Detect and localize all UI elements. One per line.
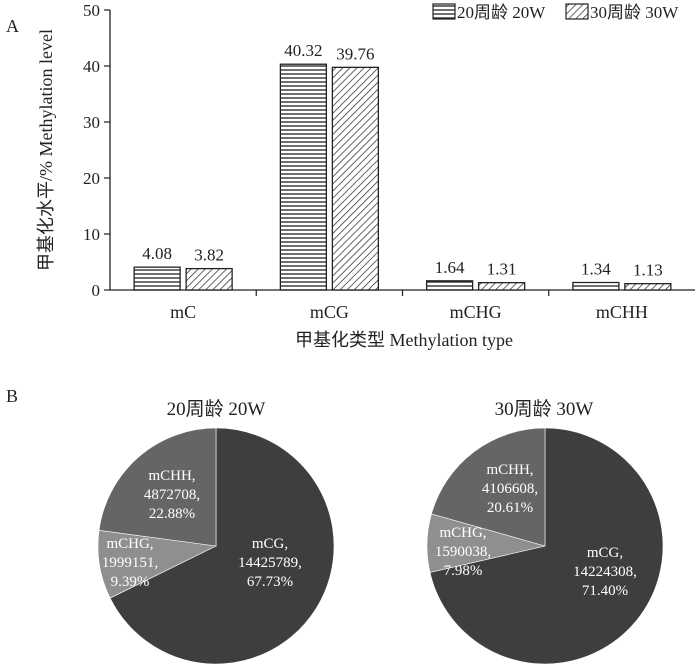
- bar: [624, 283, 672, 291]
- pie-title-30w: 30周龄 30W: [495, 398, 594, 420]
- pie-label-name: mCG,: [252, 536, 288, 552]
- pie-label-count: 4872708,: [144, 487, 200, 503]
- category-label: mCHG: [450, 302, 502, 322]
- bar-value-labels: 4.08 3.82 40.32 39.76 1.64 1.31 1.34 1.13: [142, 41, 663, 279]
- pie-label-count: 14224308,: [573, 564, 637, 580]
- y-tick-label: 30: [83, 113, 100, 132]
- pie-slice-mcg: [429, 427, 664, 665]
- bar-value-label: 4.08: [142, 244, 172, 263]
- category-labels: mC mCG mCHG mCHH: [170, 302, 648, 322]
- pie-slice-mchh: [431, 427, 546, 547]
- legend-swatch-20w: [432, 3, 456, 20]
- pie-slices-20w: [97, 427, 335, 665]
- pie-label-percent: 7.98%: [444, 563, 483, 579]
- bar: [572, 281, 620, 291]
- pie-label-mchh: mCHH, 4872708, 22.88%: [144, 468, 200, 522]
- bar-value-label: 1.64: [435, 258, 465, 277]
- pie-label-name: mCG,: [587, 545, 623, 561]
- pie-label-mchh: mCHH, 4106608, 20.61%: [482, 462, 538, 516]
- pie-label-percent: 9.39%: [111, 574, 150, 590]
- y-tick-label: 20: [83, 169, 100, 188]
- bar-marks: [133, 63, 672, 291]
- category-label: mCHH: [596, 302, 648, 322]
- pie-label-percent: 71.40%: [582, 583, 628, 599]
- bar: [477, 282, 526, 291]
- pie-labels-30w: mCG, 14224308, 71.40%mCHG, 1590038, 7.98%mCH…: [435, 462, 637, 599]
- y-tick-label: 10: [83, 225, 100, 244]
- pie-chart-20w: 20周龄 20W mCG, 14425789, 67.73% mCHG, 1999151…: [97, 398, 335, 665]
- pie-slices-30w: [426, 427, 664, 665]
- pie-label-name: mCHH,: [486, 462, 533, 478]
- legend-label-30w: 30周龄 30W: [590, 3, 679, 22]
- pie-label-percent: 20.61%: [487, 500, 533, 516]
- pie-label-name: mCHG,: [106, 536, 153, 552]
- x-axis-label: 甲基化类型 Methylation type: [295, 330, 513, 350]
- y-tick-labels: 0 10 20 30 40 50: [83, 1, 100, 300]
- bar: [185, 267, 233, 291]
- y-tick-label: 40: [83, 57, 100, 76]
- pie-label-mchg: mCHG, 1999151, 9.39%: [102, 536, 158, 590]
- bar-value-label: 40.32: [284, 41, 322, 60]
- pie-label-mcg: mCG, 14425789, 67.73%: [238, 536, 302, 590]
- y-axis-label: 甲基化水平/% Methylation level: [36, 29, 56, 271]
- pie-label-mchg: mCHG, 1590038, 7.98%: [435, 525, 491, 579]
- pie-label-percent: 67.73%: [247, 574, 293, 590]
- pie-label-count: 14425789,: [238, 555, 302, 571]
- bar-value-label: 1.13: [633, 261, 663, 280]
- bar: [279, 63, 328, 291]
- bar-chart: 0 10 20 30 40 50 4.08 3.82 40.32 39.76 1.64 1.31 1.…: [36, 1, 695, 350]
- pie-title-20w: 20周龄 20W: [167, 398, 266, 420]
- pie-label-count: 1999151,: [102, 555, 158, 571]
- y-tick-label: 50: [83, 1, 100, 20]
- bar-value-label: 3.82: [194, 246, 224, 265]
- legend-label-20w: 20周龄 20W: [457, 3, 546, 22]
- pie-label-count: 1590038,: [435, 544, 491, 560]
- bar: [331, 66, 380, 291]
- category-label: mC: [170, 302, 196, 322]
- pie-label-name: mCHG,: [439, 525, 486, 541]
- pie-slice-mchh: [98, 427, 217, 547]
- pie-chart-30w: 30周龄 30W mCG, 14224308, 71.40% mCHG, 1590038…: [426, 398, 664, 665]
- bar: [133, 266, 181, 291]
- y-tick-label: 0: [92, 281, 101, 300]
- panel-a-label: A: [6, 16, 19, 36]
- pie-label-count: 4106608,: [482, 481, 538, 497]
- legend-swatch-30w: [565, 3, 589, 20]
- bar-value-label: 39.76: [336, 44, 374, 63]
- pie-label-percent: 22.88%: [149, 506, 195, 522]
- bar-axes: [104, 9, 695, 296]
- pie-label-mcg: mCG, 14224308, 71.40%: [573, 545, 637, 599]
- panel-b-label: B: [6, 386, 18, 406]
- pie-slice-mcg: [109, 427, 335, 665]
- pie-labels-20w: mCG, 14425789, 67.73%mCHG, 1999151, 9.39%mCH…: [102, 468, 302, 590]
- bar: [425, 280, 474, 291]
- bar-value-label: 1.34: [581, 259, 611, 278]
- category-label: mCG: [310, 302, 349, 322]
- bar-value-label: 1.31: [487, 260, 517, 279]
- legend: 20周龄 20W 30周龄 30W: [432, 3, 679, 22]
- pie-label-name: mCHH,: [148, 468, 195, 484]
